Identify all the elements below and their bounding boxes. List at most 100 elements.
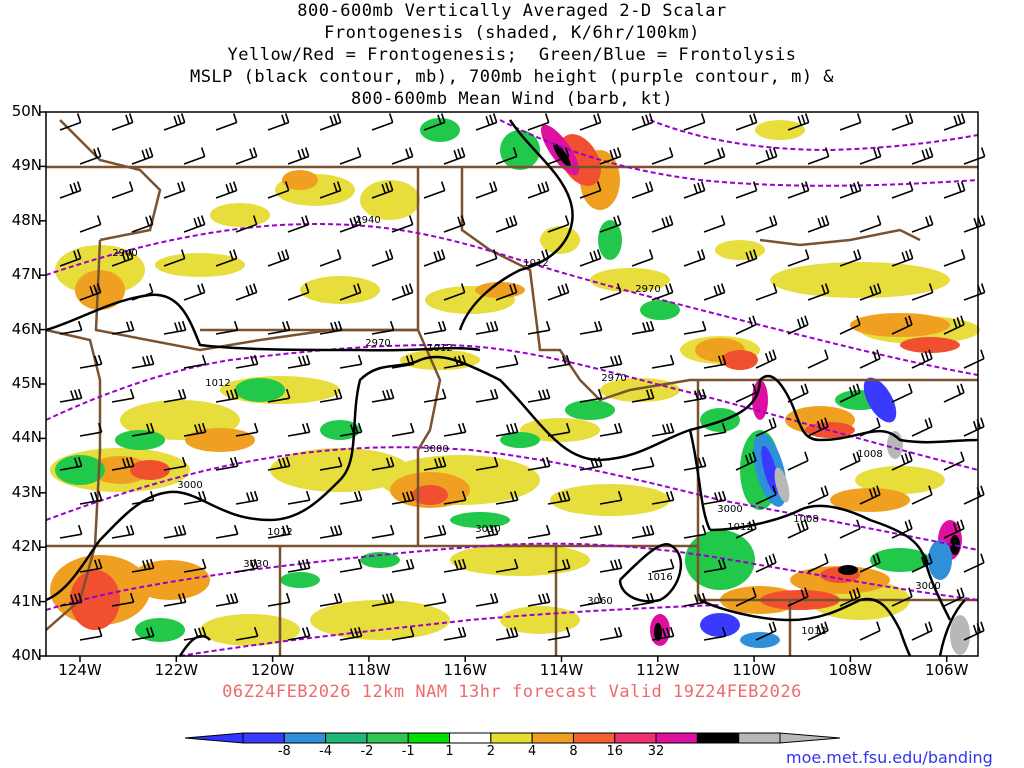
wind-barb bbox=[703, 422, 727, 437]
pressure-contour-label: 1012 bbox=[267, 527, 292, 538]
wind-barb bbox=[651, 354, 675, 369]
wind-barb bbox=[235, 626, 259, 641]
wind-barb bbox=[807, 147, 830, 165]
wind-barb bbox=[183, 626, 207, 641]
wind-barb bbox=[79, 422, 103, 437]
wind-barb bbox=[391, 215, 414, 233]
height-contour-label: 3030 bbox=[243, 559, 268, 570]
wind-barb bbox=[495, 215, 518, 233]
wind-barb bbox=[111, 249, 134, 267]
wind-barb bbox=[495, 626, 519, 641]
latitude-label: 48N bbox=[11, 210, 42, 229]
colorbar-max-arrow bbox=[779, 732, 841, 744]
wind-barb bbox=[527, 181, 550, 199]
wind-barb bbox=[735, 519, 757, 539]
colorbar-swatch bbox=[366, 732, 409, 744]
wind-barb bbox=[267, 181, 290, 199]
wind-barb bbox=[579, 320, 603, 335]
latitude-label: 46N bbox=[11, 319, 42, 338]
wind-barb bbox=[651, 490, 675, 505]
wind-barb bbox=[703, 490, 727, 505]
wind-barb bbox=[495, 354, 519, 369]
wind-barb bbox=[215, 456, 239, 471]
wind-barb bbox=[183, 558, 207, 573]
wind-barb bbox=[267, 592, 291, 607]
wind-barb bbox=[111, 320, 135, 335]
wind-barb bbox=[423, 524, 447, 539]
colorbar-tick-label: 1 bbox=[445, 744, 454, 759]
wind-barb bbox=[131, 215, 154, 233]
wind-barb bbox=[495, 283, 518, 301]
title-line-3: Yellow/Red = Frontogenesis; Green/Blue =… bbox=[227, 45, 797, 65]
wind-barb bbox=[131, 283, 154, 301]
wind-barb bbox=[339, 422, 363, 437]
wind-barb bbox=[579, 249, 602, 267]
wind-barb bbox=[527, 113, 550, 131]
wind-barb bbox=[631, 592, 655, 607]
colorbar-min-arrow bbox=[184, 732, 244, 744]
wind-barb bbox=[839, 249, 862, 267]
wind-barb bbox=[235, 422, 259, 437]
wind-barb bbox=[79, 147, 102, 165]
wind-barb bbox=[339, 354, 363, 369]
wind-barb bbox=[79, 626, 103, 641]
wind-barb bbox=[547, 626, 571, 641]
wind-barb bbox=[423, 181, 446, 199]
height-contour-label: 2970 bbox=[635, 284, 660, 295]
wind-barb bbox=[59, 113, 82, 131]
height-contours bbox=[45, 119, 979, 657]
wind-barb bbox=[683, 524, 707, 539]
wind-barb bbox=[235, 490, 259, 505]
wind-barb bbox=[267, 456, 291, 471]
wind-barb bbox=[839, 113, 862, 131]
wind-barb bbox=[839, 519, 861, 539]
wind-barb bbox=[599, 283, 622, 301]
wind-barb bbox=[163, 388, 187, 403]
wind-barb bbox=[963, 147, 986, 165]
colorbar-swatch bbox=[531, 732, 574, 744]
longitude-label: 112W bbox=[636, 661, 680, 679]
wind-barb bbox=[59, 249, 82, 267]
wind-barb bbox=[131, 490, 155, 505]
wind-barb bbox=[755, 147, 778, 165]
wind-barb bbox=[371, 113, 394, 131]
pressure-contour-label: 1012 bbox=[205, 378, 230, 389]
wind-barb bbox=[599, 558, 623, 573]
wind-barb bbox=[599, 422, 623, 437]
wind-barb bbox=[319, 249, 342, 267]
wind-barb bbox=[371, 388, 395, 403]
wind-barb bbox=[755, 215, 778, 233]
longitude-label: 106W bbox=[924, 661, 969, 679]
wind-barb bbox=[475, 181, 498, 199]
wind-barb bbox=[839, 181, 862, 199]
wind-barb bbox=[755, 349, 777, 369]
wind-barb bbox=[475, 524, 499, 539]
wind-barb bbox=[683, 320, 707, 335]
colorbar-tick-label: -2 bbox=[360, 744, 374, 759]
colorbar-swatch bbox=[325, 732, 368, 744]
wind-barb bbox=[495, 147, 518, 165]
credit-link[interactable]: moe.met.fsu.edu/banding bbox=[786, 748, 993, 767]
pressure-contour-label: 1016 bbox=[647, 572, 672, 583]
wind-barb bbox=[423, 113, 446, 131]
wind-barb bbox=[319, 181, 342, 199]
wind-barb bbox=[443, 490, 467, 505]
wind-barb bbox=[319, 524, 343, 539]
wind-barb bbox=[651, 558, 675, 573]
longitude-label: 124W bbox=[58, 661, 102, 679]
colorbar-swatch bbox=[407, 732, 451, 744]
wind-barb bbox=[111, 113, 134, 131]
wind-barb bbox=[631, 320, 655, 335]
wind-barb bbox=[319, 388, 343, 403]
wind-barb bbox=[631, 388, 655, 403]
wind-barb bbox=[267, 524, 291, 539]
wind-barb bbox=[943, 181, 966, 199]
wind-barb bbox=[547, 490, 571, 505]
wind-barb bbox=[235, 558, 259, 573]
title-line-5: 800-600mb Mean Wind (barb, kt) bbox=[350, 89, 674, 109]
wind-barb bbox=[651, 626, 675, 641]
colorbar bbox=[184, 732, 841, 744]
wind-barb bbox=[371, 524, 395, 539]
wind-barb bbox=[391, 147, 414, 165]
wind-barb bbox=[579, 113, 602, 131]
